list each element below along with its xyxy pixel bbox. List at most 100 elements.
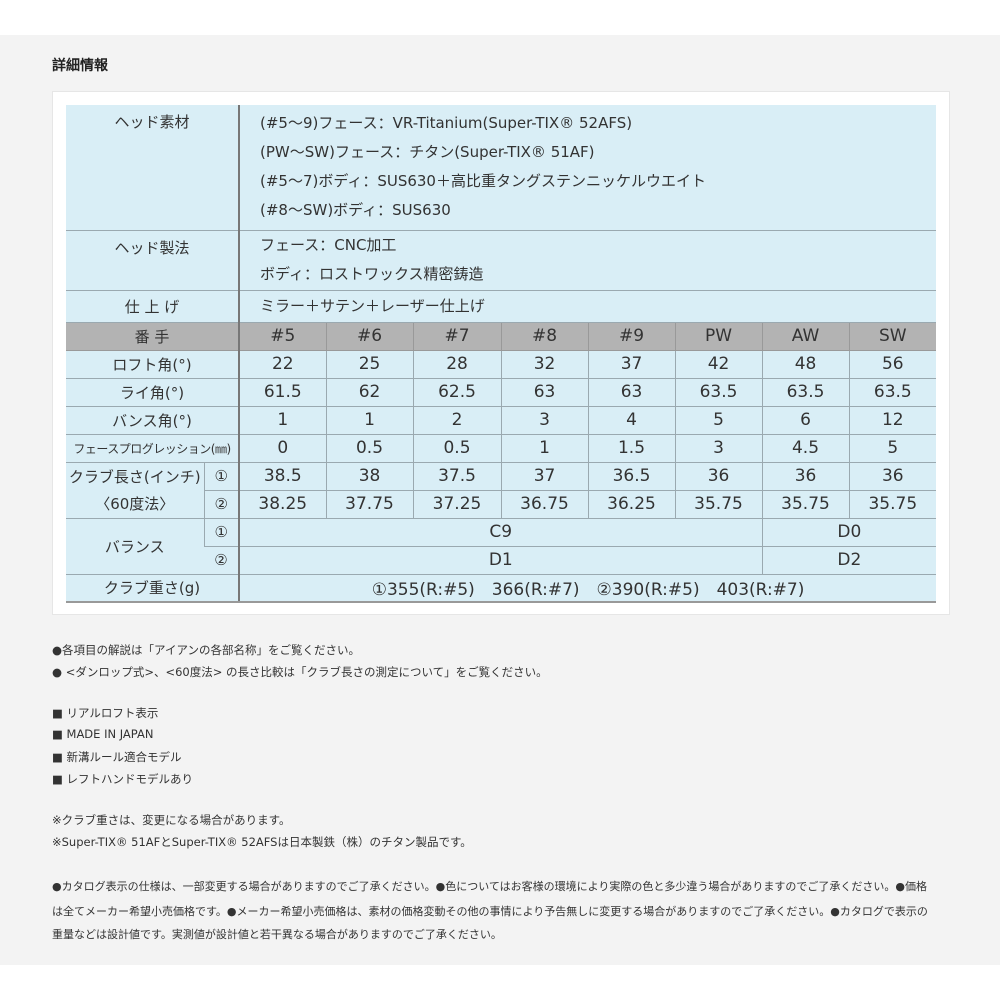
cell: 62.5 — [412, 378, 502, 407]
cell: D0 — [761, 518, 937, 547]
cell: 1 — [500, 434, 589, 463]
length-row-1: クラブ長さ(インチ) ① 38.5 38 37.5 37 36.5 36 36 … — [66, 462, 937, 491]
feature: ■ リアルロフト表示 — [52, 706, 159, 720]
cell: 28 — [412, 350, 502, 379]
cell: 2 — [412, 406, 502, 435]
cell: 5 — [674, 406, 763, 435]
cell: 56 — [848, 350, 937, 379]
spec-line: ミラー＋サテン＋レーザー仕上げ — [238, 290, 937, 323]
cell: 35.75 — [674, 490, 763, 519]
remark: ※Super-TIX® 51AFとSuper-TIX® 52AFSは日本製鉄（株… — [52, 835, 472, 849]
row-label: ヘッド製法 — [66, 230, 240, 291]
cell: D2 — [761, 546, 937, 575]
head-material-row: ヘッド素材 (#5〜9)フェース：VR-Titanium(Super-TIX® … — [66, 105, 937, 231]
cell: 38.25 — [238, 490, 327, 519]
cell: 36 — [761, 462, 850, 491]
cell: 63.5 — [674, 378, 763, 407]
cell: 36.75 — [500, 490, 589, 519]
cell: 25 — [325, 350, 414, 379]
cell: 38.5 — [238, 462, 327, 491]
cell: 36.5 — [587, 462, 676, 491]
length-row-2: 〈60度法〉 ② 38.25 37.75 37.25 36.75 36.25 3… — [66, 490, 937, 519]
cell: 22 — [238, 350, 327, 379]
cell: 1 — [238, 406, 327, 435]
cell: 37 — [587, 350, 676, 379]
cell: 0.5 — [412, 434, 502, 463]
cell: 62 — [325, 378, 414, 407]
row-label: ロフト角(°) — [66, 350, 240, 379]
cell: 32 — [500, 350, 589, 379]
disclaimer: は全てメーカー希望小売価格です。●メーカー希望小売価格は、素材の価格変動その他の… — [52, 905, 928, 918]
cell: 1 — [325, 406, 414, 435]
cell: 35.75 — [761, 490, 850, 519]
cell: 63 — [587, 378, 676, 407]
header-row: 番 手 #5 #6 #7 #8 #9 PW AW SW — [66, 322, 937, 351]
row-label: クラブ長さ(インチ) — [68, 467, 201, 486]
cell: 35.75 — [848, 490, 937, 519]
feature: ■ MADE IN JAPAN — [52, 727, 154, 741]
spec-line: (#5〜7)ボディ：SUS630＋高比重タングステンニッケルウエイト — [260, 172, 706, 191]
mark: ② — [204, 546, 240, 575]
finish-row: 仕 上 げ ミラー＋サテン＋レーザー仕上げ — [66, 290, 937, 323]
column-header: #8 — [500, 322, 589, 351]
column-header: AW — [761, 322, 850, 351]
spec-row: フェースプログレッション(㎜) 0 0.5 0.5 1 1.5 3 4.5 5 — [66, 434, 937, 463]
row-label: ライ角(°) — [66, 378, 240, 407]
cell: 36.25 — [587, 490, 676, 519]
cell: 42 — [674, 350, 763, 379]
column-header: #6 — [325, 322, 414, 351]
remark: ※クラブ重さは、変更になる場合があります。 — [52, 813, 291, 827]
column-header: PW — [674, 322, 763, 351]
cell: 12 — [848, 406, 937, 435]
weight-row: クラブ重さ(g) ①355(R:#5) 366(R:#7) ②390(R:#5)… — [66, 574, 937, 603]
note: ● <ダンロップ式>、<60度法> の長さ比較は「クラブ長さの測定について」をご… — [52, 665, 548, 679]
spec-line: (#8〜SW)ボディ：SUS630 — [260, 201, 451, 220]
cell: 4 — [587, 406, 676, 435]
cell: 37.25 — [412, 490, 502, 519]
row-label: ヘッド素材 — [66, 105, 240, 231]
column-header: #9 — [587, 322, 676, 351]
row-label: バランス — [66, 518, 204, 575]
section-title: 詳細情報 — [52, 58, 108, 74]
row-label: フェースプログレッション(㎜) — [66, 434, 240, 463]
balance-row-1: バランス ① C9 D0 — [66, 518, 937, 575]
cell: 0.5 — [325, 434, 414, 463]
row-label: 仕 上 げ — [66, 290, 240, 323]
cell: 63 — [500, 378, 589, 407]
spec-line: (PW〜SW)フェース：チタン(Super-TIX® 51AF) — [260, 143, 595, 162]
spec-card: ヘッド素材 (#5〜9)フェース：VR-Titanium(Super-TIX® … — [52, 91, 950, 615]
head-method-row: ヘッド製法 フェース：CNC加工 ボディ：ロストワックス精密鋳造 — [66, 230, 937, 291]
cell: 6 — [761, 406, 850, 435]
cell: C9 — [238, 518, 763, 547]
cell: 38 — [325, 462, 414, 491]
cell: 3 — [500, 406, 589, 435]
cell: 36 — [848, 462, 937, 491]
cell: 5 — [848, 434, 937, 463]
row-label: 〈60度法〉 — [66, 490, 204, 519]
column-header: SW — [848, 322, 937, 351]
spec-line: フェース：CNC加工 — [260, 236, 397, 254]
column-header: #7 — [412, 322, 502, 351]
cell: 48 — [761, 350, 850, 379]
cell: 37.75 — [325, 490, 414, 519]
row-label: バンス角(°) — [66, 406, 240, 435]
cell: 37 — [500, 462, 589, 491]
note: ●各項目の解説は「アイアンの各部名称」をご覧ください。 — [52, 643, 360, 657]
cell: 3 — [674, 434, 763, 463]
feature: ■ レフトハンドモデルあり — [52, 772, 194, 786]
cell: 1.5 — [587, 434, 676, 463]
spec-row: バンス角(°) 1 1 2 3 4 5 6 12 — [66, 406, 937, 435]
disclaimer: 重量などは設計値です。実測値が設計値と若干異なる場合がありますのでご了承ください… — [52, 928, 502, 941]
mark: ① — [203, 462, 240, 491]
mark: ① — [203, 518, 240, 547]
spec-table: ヘッド素材 (#5〜9)フェース：VR-Titanium(Super-TIX® … — [66, 105, 937, 603]
disclaimer: ●カタログ表示の仕様は、一部変更する場合がありますのでご了承ください。●色につい… — [52, 880, 928, 893]
spec-row: ライ角(°) 61.5 62 62.5 63 63 63.5 63.5 63.5 — [66, 378, 937, 407]
cell: 4.5 — [761, 434, 850, 463]
mark: ② — [203, 490, 240, 519]
cell: ①355(R:#5) 366(R:#7) ②390(R:#5) 403(R:#7… — [238, 574, 937, 603]
cell: 63.5 — [848, 378, 937, 407]
cell: 0 — [238, 434, 327, 463]
feature: ■ 新溝ルール適合モデル — [52, 750, 182, 764]
header-label: 番 手 — [66, 322, 240, 351]
